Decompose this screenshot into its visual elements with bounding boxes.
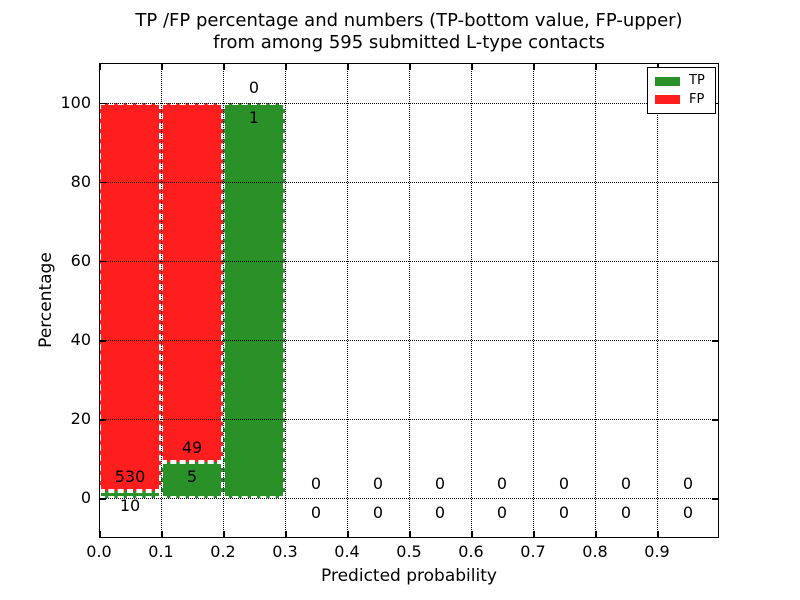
x-tick-mark [285,531,287,537]
tp-count-label: 0 [682,503,694,523]
x-tick-label: 0.6 [458,542,484,561]
x-tick-mark [223,531,225,537]
x-tick-mark-top [285,64,287,70]
x-tick-mark-top [409,64,411,70]
x-tick-mark [595,531,597,537]
x-tick-label: 0.1 [148,542,174,561]
y-tick-mark [100,498,106,500]
fp-count-label: 0 [248,78,260,98]
y-tick-label: 60 [70,250,91,270]
chart-title: TP /FP percentage and numbers (TP-bottom… [99,10,719,54]
tp-count-label: 0 [434,503,446,523]
x-tick-mark [161,531,163,537]
y-tick-label: 20 [70,409,91,429]
y-tick-mark [100,340,106,342]
bar-segment-tp [161,461,223,499]
x-axis-label: Predicted probability [321,566,497,586]
chart-title-line1: TP /FP percentage and numbers (TP-bottom… [135,10,683,31]
legend-item-tp: TP [655,74,708,88]
y-tick-mark-right [712,498,718,500]
tp-count-label: 0 [372,503,384,523]
x-tick-label: 0.2 [210,542,236,561]
fp-count-label: 49 [181,437,203,457]
gridline-vertical [657,63,658,538]
gridline-vertical [533,63,534,538]
x-tick-mark-top [161,64,163,70]
x-tick-label: 0.4 [334,542,360,561]
fp-count-label: 0 [434,474,446,494]
tp-count-label: 1 [248,107,260,127]
y-tick-mark [100,102,106,105]
y-axis-label: Percentage [36,252,56,348]
y-tick-mark-right [712,260,718,263]
gridline-vertical [595,63,596,538]
chart-title-line2: from among 595 submitted L-type contacts [213,32,605,53]
y-tick-mark-right [712,419,718,421]
legend-label-fp: FP [689,91,705,107]
fp-count-label: 0 [372,474,384,494]
fp-count-label: 0 [310,474,322,494]
y-tick-label: 0 [80,488,91,508]
y-tick-label: 80 [70,171,91,191]
tp-count-label: 0 [620,503,632,523]
x-tick-label: 0.3 [272,542,298,561]
tp-swatch-icon [655,76,680,86]
x-tick-mark [471,531,473,537]
x-tick-mark-top [347,64,349,70]
gridline-vertical [471,63,472,538]
x-tick-mark [533,531,535,537]
y-tick-mark [100,260,106,263]
fp-count-label: 0 [682,474,694,494]
legend: TP FP [647,67,716,114]
fp-count-label: 0 [496,474,508,494]
x-tick-mark [657,531,659,537]
y-tick-mark-right [712,181,718,184]
fp-count-label: 530 [114,466,146,486]
bar-segment-fp [161,102,223,462]
x-tick-label: 0.0 [86,542,112,561]
x-tick-mark-top [533,64,535,70]
gridline-vertical [161,63,162,538]
tp-count-label: 0 [496,503,508,523]
gridline-vertical [347,63,348,538]
x-tick-mark-top [99,64,101,70]
x-tick-label: 0.5 [396,542,422,561]
x-tick-mark-top [223,64,225,70]
x-tick-mark [409,531,411,537]
tp-count-label: 10 [119,496,141,516]
fp-count-label: 0 [620,474,632,494]
y-tick-label: 40 [70,330,91,350]
y-tick-mark-right [712,340,718,342]
x-tick-label: 0.7 [520,542,546,561]
fp-count-label: 0 [558,474,570,494]
tp-count-label: 0 [310,503,322,523]
bar-segment-fp [99,102,161,492]
tp-count-label: 5 [186,466,198,486]
fp-swatch-icon [655,95,680,105]
x-tick-mark-top [471,64,473,70]
x-tick-mark-top [595,64,597,70]
y-tick-mark [100,419,106,421]
gridline-vertical [223,63,224,538]
x-tick-mark [99,531,101,537]
legend-label-tp: TP [689,73,705,89]
y-tick-label: 100 [60,92,91,112]
y-tick-mark [100,181,106,184]
legend-item-fp: FP [655,91,708,107]
x-tick-mark [347,531,349,537]
bar-segment-tp [99,491,161,499]
tp-count-label: 0 [558,503,570,523]
gridline-vertical [285,63,286,538]
x-tick-label: 0.8 [582,542,608,561]
gridline-vertical [409,63,410,538]
x-tick-label: 0.9 [644,542,670,561]
bar-segment-tp [223,102,285,499]
